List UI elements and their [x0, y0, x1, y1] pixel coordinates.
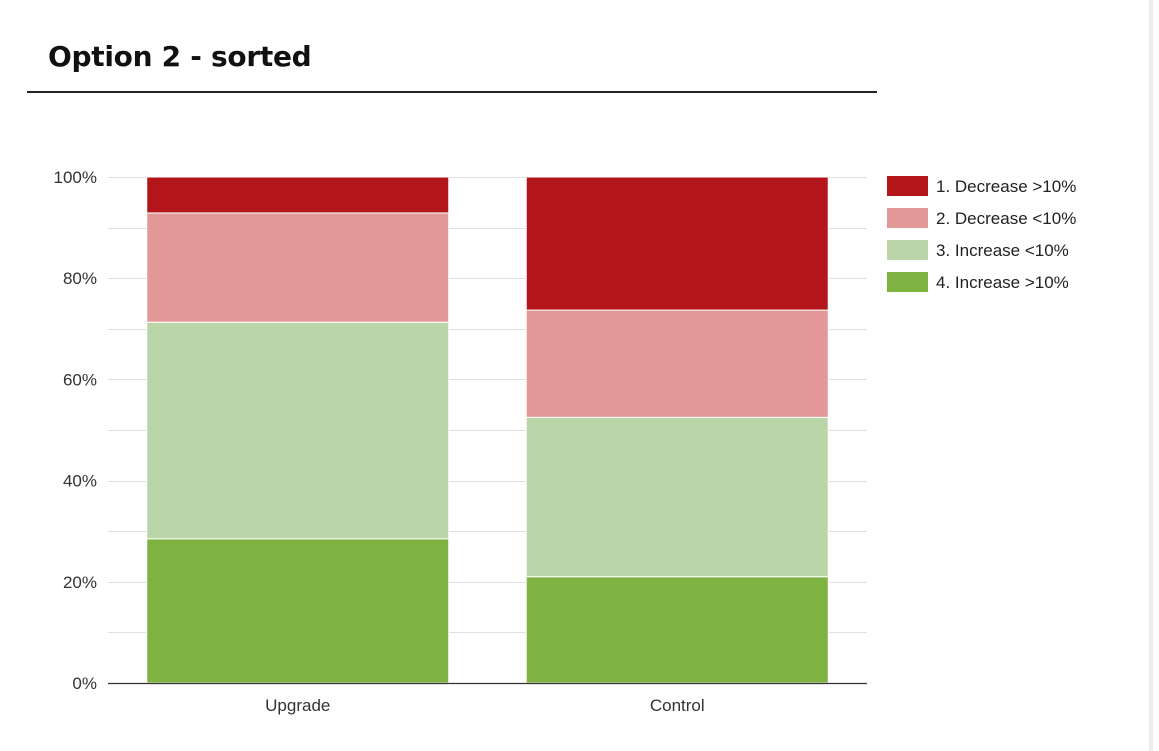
bar-segment-control-0 — [525, 576, 829, 684]
legend-swatch — [887, 176, 928, 196]
legend-swatch — [887, 240, 928, 260]
y-tick-label: 40% — [63, 472, 97, 491]
y-tick-label: 100% — [54, 168, 97, 187]
y-tick-label: 80% — [63, 269, 97, 288]
bars — [146, 176, 829, 684]
bar-segment-upgrade-1 — [146, 321, 450, 540]
bar-segment-upgrade-0 — [146, 538, 450, 684]
legend-label: 1. Decrease >10% — [936, 177, 1076, 196]
bar-segment-upgrade-2 — [146, 212, 450, 323]
page-title: Option 2 - sorted — [48, 40, 312, 73]
right-edge-border — [1149, 0, 1153, 751]
legend-label: 2. Decrease <10% — [936, 209, 1076, 228]
y-tick-label: 0% — [72, 674, 97, 693]
legend-label: 3. Increase <10% — [936, 241, 1069, 260]
axes: 0% 20% 40% 60% 80% 100% Upgrade Control — [54, 168, 867, 715]
legend-swatch — [887, 208, 928, 228]
bar-segment-control-3 — [525, 176, 829, 311]
bar-segment-control-1 — [525, 416, 829, 578]
legend-label: 4. Increase >10% — [936, 273, 1069, 292]
y-tick-label: 20% — [63, 573, 97, 592]
x-tick-label: Control — [650, 696, 705, 715]
legend: 1. Decrease >10% 2. Decrease <10% 3. Incre… — [887, 176, 1076, 292]
x-tick-label: Upgrade — [265, 696, 330, 715]
legend-swatch — [887, 272, 928, 292]
bar-segment-control-2 — [525, 309, 829, 418]
title-divider — [27, 91, 877, 93]
bar-segment-upgrade-3 — [146, 176, 450, 214]
y-tick-label: 60% — [63, 370, 97, 389]
